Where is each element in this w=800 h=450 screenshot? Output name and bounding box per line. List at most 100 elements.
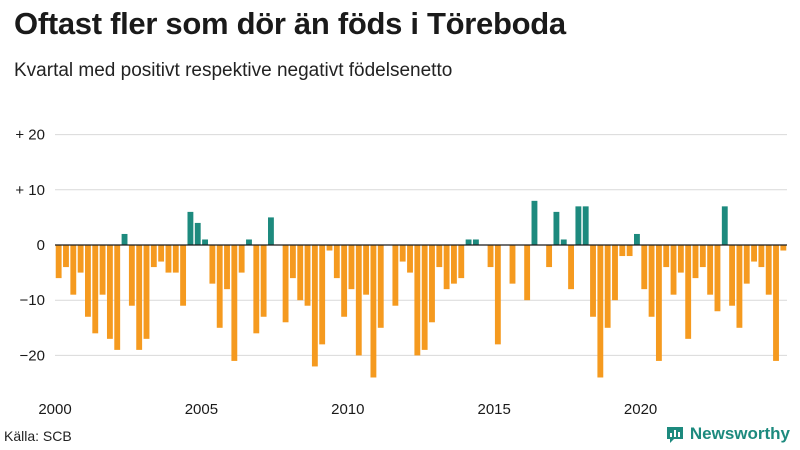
bar bbox=[231, 245, 238, 361]
chart-subtitle: Kvartal med positivt respektive negativt… bbox=[14, 60, 453, 81]
bar bbox=[121, 233, 128, 245]
x-tick-label: 2020 bbox=[624, 401, 657, 418]
bar bbox=[268, 217, 274, 245]
bar bbox=[202, 239, 208, 245]
bar bbox=[414, 245, 421, 356]
bar bbox=[260, 245, 267, 317]
bar bbox=[106, 245, 113, 339]
bar bbox=[187, 211, 194, 245]
brand[interactable]: Newsworthy bbox=[665, 424, 790, 444]
bar bbox=[604, 245, 611, 328]
bar bbox=[238, 245, 245, 273]
bar bbox=[685, 245, 692, 339]
bar bbox=[392, 245, 399, 306]
bar bbox=[655, 245, 662, 361]
bar bbox=[626, 245, 633, 257]
y-tick-label: −10 bbox=[20, 292, 45, 309]
bar bbox=[253, 245, 260, 334]
bar bbox=[582, 206, 589, 245]
bar bbox=[612, 245, 618, 301]
bar bbox=[297, 245, 304, 301]
bar bbox=[619, 245, 626, 257]
bar bbox=[282, 245, 289, 323]
bar bbox=[487, 245, 494, 268]
y-axis-ticks: + 20 + 10 0 −10 −20 bbox=[15, 127, 45, 365]
bar bbox=[421, 245, 428, 350]
bar bbox=[736, 245, 743, 328]
bar bbox=[773, 245, 779, 361]
bar bbox=[670, 245, 677, 295]
bar bbox=[531, 200, 538, 245]
bar bbox=[77, 245, 84, 273]
x-tick-label: 2005 bbox=[185, 401, 218, 418]
bar bbox=[590, 245, 596, 317]
y-tick-label: −20 bbox=[20, 347, 45, 364]
bar bbox=[465, 239, 472, 245]
bar bbox=[377, 245, 384, 328]
bar bbox=[304, 245, 311, 306]
bar bbox=[641, 245, 648, 290]
x-tick-label: 2000 bbox=[38, 401, 71, 418]
bar bbox=[780, 245, 787, 251]
bar bbox=[692, 245, 699, 279]
bar bbox=[494, 245, 501, 345]
bar bbox=[443, 245, 450, 290]
bar bbox=[172, 245, 179, 273]
bar bbox=[597, 245, 604, 378]
bar bbox=[348, 245, 355, 290]
bar bbox=[363, 245, 370, 295]
bar bbox=[143, 245, 150, 339]
bar bbox=[194, 222, 201, 245]
bar bbox=[714, 245, 721, 312]
bar bbox=[707, 245, 714, 295]
bar bbox=[743, 245, 750, 284]
bar bbox=[114, 245, 121, 350]
bar bbox=[165, 245, 172, 273]
bar bbox=[509, 245, 516, 284]
bar bbox=[399, 245, 406, 262]
bar bbox=[85, 245, 91, 317]
bar bbox=[765, 245, 772, 295]
bar bbox=[663, 245, 670, 268]
bar bbox=[568, 245, 574, 290]
grid-lines bbox=[55, 134, 787, 356]
bar bbox=[341, 245, 348, 317]
x-axis-ticks: 2000 2005 2010 2015 2020 bbox=[38, 401, 657, 418]
bar bbox=[546, 245, 553, 268]
bar bbox=[55, 245, 62, 279]
bar bbox=[319, 245, 326, 345]
y-tick-label: 0 bbox=[37, 237, 45, 254]
bar bbox=[451, 245, 457, 284]
bar bbox=[92, 245, 99, 334]
bar bbox=[150, 245, 157, 268]
y-tick-label: + 20 bbox=[15, 127, 45, 144]
bar bbox=[246, 239, 252, 245]
bar bbox=[436, 245, 443, 268]
bar bbox=[136, 245, 143, 350]
bar bbox=[575, 206, 582, 245]
bar bbox=[472, 239, 479, 245]
bar bbox=[158, 245, 165, 262]
brand-name: Newsworthy bbox=[689, 424, 790, 443]
bar bbox=[648, 245, 655, 317]
x-tick-label: 2010 bbox=[331, 401, 364, 418]
bar bbox=[721, 206, 728, 245]
bar bbox=[729, 245, 736, 306]
bars bbox=[55, 200, 787, 378]
bar bbox=[224, 245, 230, 290]
bar bbox=[216, 245, 223, 328]
bar bbox=[333, 245, 340, 279]
bar bbox=[370, 245, 377, 378]
bar bbox=[180, 245, 187, 306]
bar bbox=[677, 245, 684, 273]
bar bbox=[209, 245, 216, 284]
bar bbox=[128, 245, 135, 306]
bar bbox=[458, 245, 465, 279]
bar bbox=[634, 233, 640, 245]
x-tick-label: 2015 bbox=[478, 401, 511, 418]
bar bbox=[99, 245, 106, 295]
bar bbox=[560, 239, 567, 245]
bar bbox=[699, 245, 706, 268]
bar bbox=[326, 245, 333, 251]
